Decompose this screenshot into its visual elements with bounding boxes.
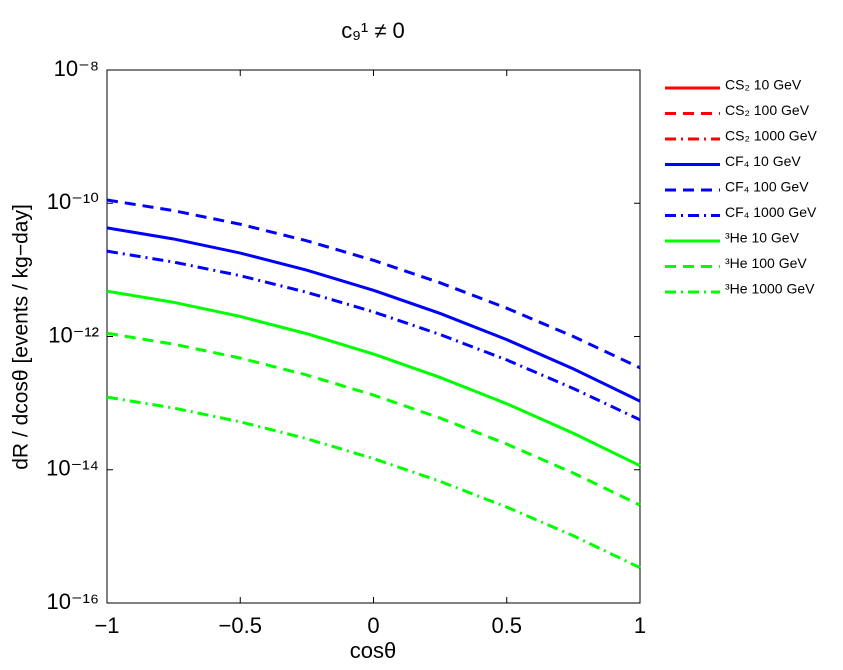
legend-label: ³He 10 GeV [725, 230, 800, 246]
y-axis-label: dR / dcosθ [events / kg−day] [10, 204, 33, 470]
y-tick-label: 10⁻⁸ [54, 56, 99, 81]
legend-label: CF₄ 100 GeV [725, 179, 809, 195]
series-line [106, 395, 641, 570]
legend-label: CF₄ 1000 GeV [725, 204, 817, 220]
y-tick-label: 10⁻¹⁶ [47, 589, 99, 614]
x-tick-label: 0.5 [491, 613, 522, 638]
legend-label: CS₂ 10 GeV [725, 77, 802, 93]
legend-label: ³He 1000 GeV [725, 281, 815, 297]
chart-title: c₉¹ ≠ 0 [341, 18, 405, 43]
series-line [106, 249, 641, 422]
series-line [106, 331, 641, 507]
x-tick-label: −0.5 [219, 613, 262, 638]
x-tick-label: 1 [634, 613, 646, 638]
x-tick-label: −1 [94, 613, 119, 638]
series-line [106, 226, 641, 403]
legend-label: CS₂ 100 GeV [725, 102, 810, 118]
y-tick-label: 10⁻¹² [48, 322, 99, 347]
series-line [106, 289, 641, 468]
legend-label: CS₂ 1000 GeV [725, 128, 817, 144]
plot-frame [106, 69, 641, 604]
y-tick-label: 10⁻¹⁴ [46, 456, 99, 481]
series-line [106, 198, 641, 370]
y-tick-label: 10⁻¹⁰ [47, 189, 99, 214]
legend-label: CF₄ 10 GeV [725, 153, 801, 169]
x-tick-label: 0 [367, 613, 379, 638]
x-axis-label: cosθ [350, 638, 396, 663]
legend-label: ³He 100 GeV [725, 255, 807, 271]
